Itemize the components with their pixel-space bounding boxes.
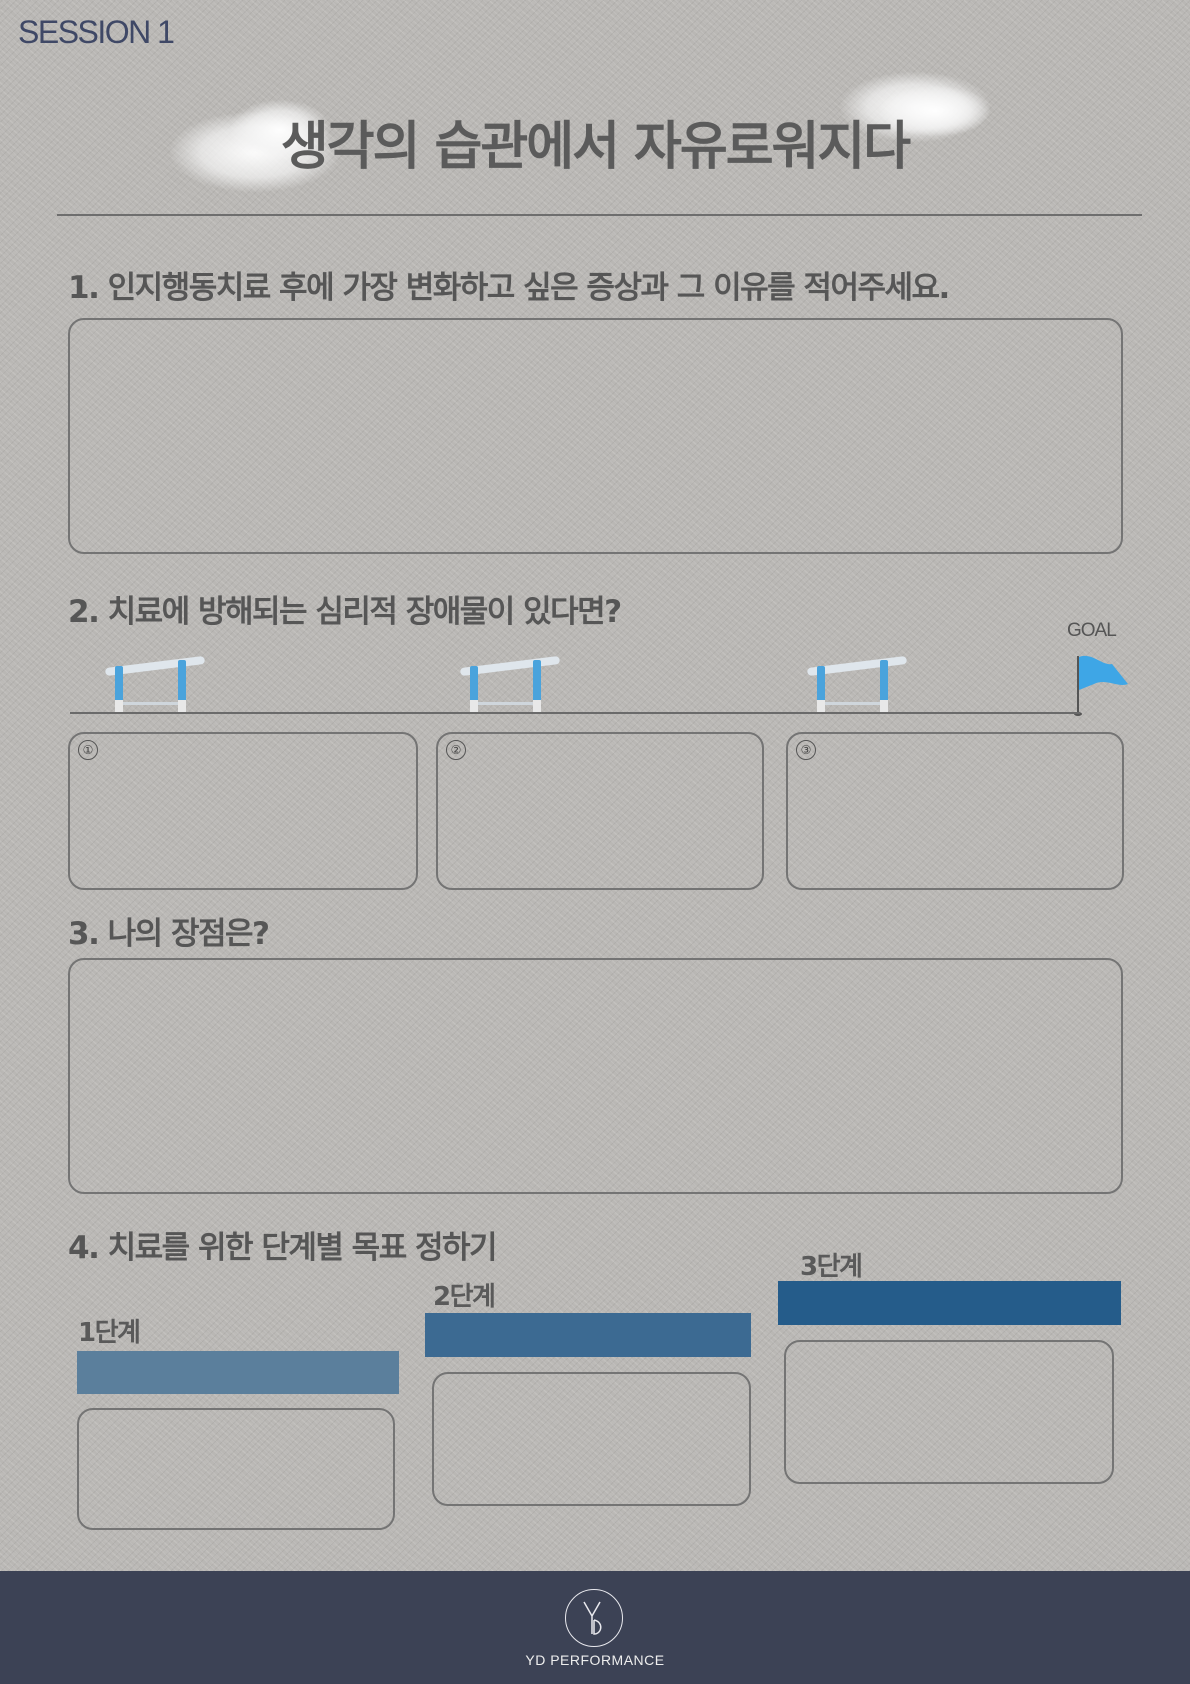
cloud-left-small-icon: [230, 100, 330, 160]
question-1-heading: 1. 인지행동치료 후에 가장 변화하고 싶은 증상과 그 이유를 적어주세요.: [68, 270, 950, 306]
hurdle-track-line: [70, 712, 1080, 714]
step-2-answer-box[interactable]: [432, 1372, 751, 1506]
obstacle-number-2: ②: [446, 740, 466, 760]
step-1-answer-box[interactable]: [77, 1408, 395, 1530]
goal-label: GOAL: [1067, 620, 1117, 641]
step-2-bar: [425, 1313, 751, 1357]
goal-flag-icon: [1074, 655, 1128, 716]
step-1-bar: [77, 1351, 399, 1394]
question-2-heading: 2. 치료에 방해되는 심리적 장애물이 있다면?: [68, 594, 622, 630]
step-3-label: 3단계: [800, 1252, 863, 1282]
hurdle-1-icon: [105, 656, 205, 712]
question-1-answer-box[interactable]: [68, 318, 1123, 554]
question-3-heading: 3. 나의 장점은?: [68, 916, 270, 952]
hurdle-3-icon: [807, 656, 907, 712]
step-2-label: 2단계: [433, 1282, 496, 1312]
obstacle-box-3[interactable]: ③: [786, 732, 1124, 890]
obstacle-box-1[interactable]: ①: [68, 732, 418, 890]
step-3-bar: [778, 1281, 1121, 1325]
obstacle-box-2[interactable]: ②: [436, 732, 764, 890]
yd-logo-icon: [565, 1589, 623, 1647]
step-1-label: 1단계: [78, 1318, 141, 1348]
cloud-right-small-icon: [880, 86, 990, 136]
hurdle-2-icon: [460, 656, 560, 712]
footer-brand: YD PERFORMANCE: [525, 1652, 665, 1668]
session-label: SESSION 1: [18, 14, 175, 50]
question-3-answer-box[interactable]: [68, 958, 1123, 1194]
title-divider: [57, 214, 1142, 216]
obstacle-number-1: ①: [78, 740, 98, 760]
step-3-answer-box[interactable]: [784, 1340, 1114, 1484]
question-4-heading: 4. 치료를 위한 단계별 목표 정하기: [68, 1230, 498, 1266]
page-title: 생각의 습관에서 자유로워지다: [280, 117, 911, 177]
obstacle-number-3: ③: [796, 740, 816, 760]
